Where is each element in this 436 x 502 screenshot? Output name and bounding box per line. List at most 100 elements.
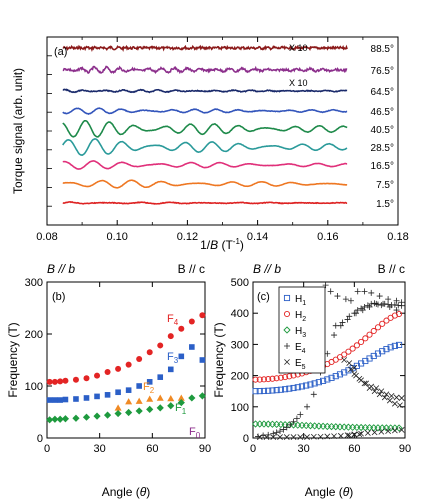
panel-c-point-e4	[374, 301, 381, 308]
panel-b-point-f2	[135, 397, 143, 404]
panel-a-series: 88.5° 76.5° 64.5° 46.5° 40.5° 28.5° 16.5° 7.5° 1…	[62, 44, 394, 210]
panel-c-point-e5	[398, 395, 405, 401]
legend-label-e4: E4	[295, 342, 306, 355]
panel-b-point-f1	[146, 405, 154, 413]
panel-c-point-h3	[361, 423, 369, 432]
panel-c-point-h3	[370, 424, 378, 432]
panel-c-point-e4	[339, 319, 346, 326]
panel-c-point-e5	[378, 388, 385, 395]
panel-a-angle-label: 1.5°	[376, 199, 394, 210]
panel-c-point-e4	[297, 411, 304, 418]
panel-b-xlabel-var: θ	[140, 485, 147, 499]
series-label-f4: F4	[167, 313, 179, 327]
panel-c-point-e5	[344, 432, 351, 439]
panel-c-point-e5	[310, 433, 317, 440]
panel-c-point-h1	[307, 381, 314, 388]
panel-c-top-right: B // c	[378, 262, 405, 276]
panel-a-trace	[62, 138, 348, 157]
panel-b-point-f1	[46, 416, 54, 424]
panel-c-point-e4	[393, 297, 400, 304]
panel-b-point-f1	[72, 414, 80, 422]
panel-a-angle-label: 7.5°	[376, 180, 394, 191]
legend-marker-e5	[284, 359, 290, 365]
panel-a-trace	[62, 160, 348, 170]
panel-a-xtick-label: 0.10	[106, 231, 127, 243]
panel-c-point-e5	[351, 431, 358, 438]
panel-c-point-e4	[353, 310, 360, 317]
panel-c-point-h1	[396, 341, 403, 348]
panel-c-ytick-label: 0	[243, 433, 249, 445]
panel-c-point-h1	[290, 384, 297, 392]
legend-label-h1: H1	[295, 294, 306, 307]
panel-c-point-h1	[336, 371, 344, 378]
panel-a-label: (a)	[54, 46, 67, 58]
panel-c-point-e4	[368, 300, 375, 307]
panel-c-point-e5	[351, 364, 358, 371]
panel-c-point-e5	[331, 433, 337, 440]
panel-c-ytick-label: 300	[231, 339, 249, 351]
series-label-f2: F2	[143, 381, 155, 395]
panel-a-trace	[62, 119, 348, 138]
panel-c-point-e5	[297, 434, 304, 440]
panel-c-point-e4	[378, 302, 385, 309]
panel-c-point-h1	[256, 388, 263, 395]
legend-marker-h1	[283, 294, 291, 302]
panel-c-point-h1	[383, 346, 390, 353]
panel-b-point-f3	[167, 366, 174, 373]
panel-a-trace	[62, 88, 348, 94]
panel-b-xtick-label: 60	[146, 443, 158, 455]
legend-marker-e4	[284, 343, 290, 349]
panel-c-point-e5	[304, 434, 310, 440]
panel-c-point-h1	[277, 386, 284, 393]
panel-a: 88.5° 76.5° 64.5° 46.5° 40.5° 28.5° 16.5° 7.5° 1…	[11, 36, 409, 252]
panel-a-xlabel-sup: -1	[233, 237, 241, 246]
panel-a-trace	[62, 107, 348, 115]
panel-c-point-h2	[358, 338, 365, 345]
panel-b-point-f2	[156, 394, 164, 401]
panel-b-top-left-var: b	[68, 262, 75, 276]
panel-b-xtick-label: 0	[44, 443, 50, 455]
panel-c-point-h1	[379, 348, 386, 355]
panel-c-point-h1	[303, 382, 310, 389]
panel-c-point-e5	[391, 400, 398, 407]
panel-c-point-h3	[315, 422, 323, 430]
panel-b-point-f2	[177, 394, 185, 401]
panel-b-point-f1	[156, 404, 164, 412]
panel-c-point-h3	[357, 423, 365, 432]
panel-c-point-e5	[381, 394, 388, 401]
panel-c-point-e4	[354, 288, 361, 295]
panel-c-point-h3	[319, 422, 327, 430]
panel-c-point-e4	[358, 305, 365, 312]
panel-a-xtick-label: 0.16	[317, 231, 338, 243]
panel-b-ytick-label: 300	[25, 277, 43, 289]
panel-b-point-f3	[94, 393, 100, 400]
panel-c-axes: 0 30 60 90 0 100 200 300 400 500	[231, 277, 411, 455]
panel-c-point-e4	[293, 415, 300, 422]
panel-c-point-h2	[269, 375, 276, 382]
legend-label-e5: E5	[295, 358, 306, 371]
panel-c-point-h2	[256, 376, 263, 383]
panel-a-xlabel-close: )	[240, 238, 244, 252]
panel-c-point-e5	[348, 366, 354, 373]
panel-c-point-e4	[347, 297, 354, 304]
panel-c-point-e5	[356, 375, 363, 382]
panel-c-xlabel: Angle (θ)	[305, 485, 354, 499]
panel-b-points	[46, 312, 206, 424]
panel-a-angle-label: 76.5°	[371, 66, 394, 77]
panel-c-point-e5	[393, 394, 400, 401]
panel-c-ylabel: Frequency (T)	[212, 322, 226, 397]
panel-c-point-h1	[273, 387, 280, 394]
panel-c-point-e4	[393, 307, 400, 314]
panel-a-trace	[62, 65, 348, 75]
panel-b-point-f4	[199, 312, 206, 319]
panel-b-point-f4	[51, 378, 58, 385]
panel-c-point-e5	[351, 371, 358, 377]
panel-b-point-f4	[104, 368, 111, 375]
panel-c-point-e5	[383, 391, 390, 398]
panel-c-point-h3	[302, 421, 310, 430]
panel-b-point-f4	[94, 372, 101, 379]
series-label-f3: F3	[167, 351, 179, 365]
panel-c-point-e4	[346, 313, 353, 320]
panel-c-point-h3	[349, 423, 357, 431]
panel-c-point-e4	[337, 322, 344, 329]
